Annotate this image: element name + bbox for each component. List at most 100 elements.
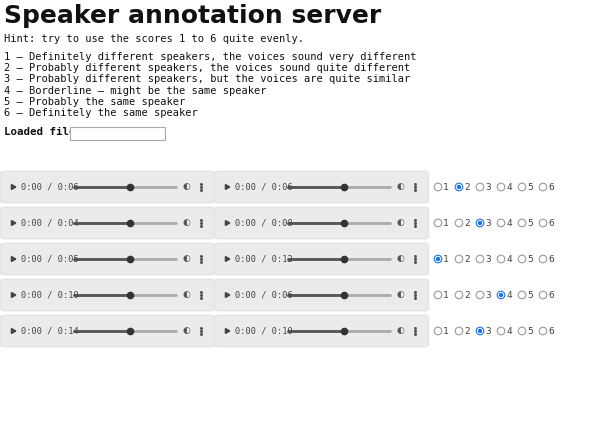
Text: 0:00 / 0:06: 0:00 / 0:06 xyxy=(235,290,293,299)
Text: 2: 2 xyxy=(465,219,470,228)
Text: 6 – Definitely the same speaker: 6 – Definitely the same speaker xyxy=(4,108,198,118)
Text: 1: 1 xyxy=(443,327,449,336)
Polygon shape xyxy=(226,329,230,334)
Circle shape xyxy=(497,327,505,335)
Text: 3: 3 xyxy=(485,182,491,191)
FancyBboxPatch shape xyxy=(214,243,429,275)
Polygon shape xyxy=(11,292,16,298)
Text: ◐: ◐ xyxy=(182,327,190,336)
Text: Hint: try to use the scores 1 to 6 quite evenly.: Hint: try to use the scores 1 to 6 quite… xyxy=(4,34,304,44)
Circle shape xyxy=(539,327,547,335)
Text: 0:00 / 0:04: 0:00 / 0:04 xyxy=(21,219,79,228)
Circle shape xyxy=(539,219,547,227)
Text: 6: 6 xyxy=(548,254,554,264)
Text: 3: 3 xyxy=(485,290,491,299)
Text: 1: 1 xyxy=(443,182,449,191)
Circle shape xyxy=(539,255,547,263)
Polygon shape xyxy=(11,329,16,334)
FancyBboxPatch shape xyxy=(70,127,165,140)
Text: 3: 3 xyxy=(485,254,491,264)
Text: 6: 6 xyxy=(548,290,554,299)
Text: ◐: ◐ xyxy=(182,219,190,228)
Text: 4 – Borderline – might be the same speaker: 4 – Borderline – might be the same speak… xyxy=(4,86,267,95)
Text: 3: 3 xyxy=(485,327,491,336)
Circle shape xyxy=(476,255,484,263)
Text: 3: 3 xyxy=(485,219,491,228)
Text: ◐: ◐ xyxy=(396,219,404,228)
Text: 0:00 / 0:14: 0:00 / 0:14 xyxy=(21,327,79,336)
Circle shape xyxy=(434,219,442,227)
Text: 0:00 / 0:10: 0:00 / 0:10 xyxy=(21,290,79,299)
FancyBboxPatch shape xyxy=(214,315,429,347)
Circle shape xyxy=(455,255,463,263)
Text: ◐: ◐ xyxy=(396,327,404,336)
Text: 6: 6 xyxy=(548,182,554,191)
Text: 2: 2 xyxy=(465,182,470,191)
Text: 4: 4 xyxy=(506,327,512,336)
Circle shape xyxy=(434,291,442,299)
Text: 1: 1 xyxy=(443,290,449,299)
Text: 2: 2 xyxy=(465,254,470,264)
Text: 2: 2 xyxy=(465,327,470,336)
FancyBboxPatch shape xyxy=(0,171,215,203)
Text: ◐: ◐ xyxy=(396,254,404,264)
Circle shape xyxy=(434,327,442,335)
Circle shape xyxy=(436,257,440,261)
FancyBboxPatch shape xyxy=(214,171,429,203)
Polygon shape xyxy=(226,292,230,298)
Circle shape xyxy=(497,255,505,263)
Circle shape xyxy=(476,183,484,191)
Circle shape xyxy=(455,219,463,227)
FancyBboxPatch shape xyxy=(214,279,429,311)
Circle shape xyxy=(539,291,547,299)
Circle shape xyxy=(497,183,505,191)
FancyBboxPatch shape xyxy=(0,279,215,311)
Text: 2: 2 xyxy=(465,290,470,299)
Text: 4: 4 xyxy=(506,219,512,228)
Circle shape xyxy=(518,327,526,335)
Text: 5: 5 xyxy=(527,182,533,191)
Circle shape xyxy=(434,255,442,263)
Polygon shape xyxy=(226,221,230,226)
Polygon shape xyxy=(11,257,16,261)
Text: 5: 5 xyxy=(527,290,533,299)
Circle shape xyxy=(518,255,526,263)
Text: 6: 6 xyxy=(548,327,554,336)
Text: Loaded file:: Loaded file: xyxy=(4,127,82,137)
Text: 5: 5 xyxy=(527,327,533,336)
Circle shape xyxy=(478,221,482,225)
Text: ◐: ◐ xyxy=(396,290,404,299)
Circle shape xyxy=(455,291,463,299)
Circle shape xyxy=(478,329,482,333)
Text: ◐: ◐ xyxy=(182,290,190,299)
FancyBboxPatch shape xyxy=(0,207,215,239)
Circle shape xyxy=(518,291,526,299)
Text: Speaker annotation server: Speaker annotation server xyxy=(4,4,381,28)
Circle shape xyxy=(455,327,463,335)
Text: 0:00 / 0:12: 0:00 / 0:12 xyxy=(235,254,293,264)
FancyBboxPatch shape xyxy=(214,207,429,239)
Circle shape xyxy=(455,183,463,191)
Text: 4: 4 xyxy=(506,182,512,191)
FancyBboxPatch shape xyxy=(0,243,215,275)
Circle shape xyxy=(497,219,505,227)
Circle shape xyxy=(457,185,461,189)
Text: 5 – Probably the same speaker: 5 – Probably the same speaker xyxy=(4,97,185,107)
Circle shape xyxy=(539,183,547,191)
Text: 4: 4 xyxy=(506,290,512,299)
Text: 0:00 / 0:06: 0:00 / 0:06 xyxy=(21,182,79,191)
Circle shape xyxy=(476,219,484,227)
Text: ◐: ◐ xyxy=(396,182,404,191)
Text: 0:00 / 0:08: 0:00 / 0:08 xyxy=(235,219,293,228)
Circle shape xyxy=(518,219,526,227)
Text: 6: 6 xyxy=(548,219,554,228)
Text: 5: 5 xyxy=(527,254,533,264)
Text: 1 – Definitely different speakers, the voices sound very different: 1 – Definitely different speakers, the v… xyxy=(4,52,416,62)
Circle shape xyxy=(497,291,505,299)
Circle shape xyxy=(476,291,484,299)
Text: 0:00 / 0:05: 0:00 / 0:05 xyxy=(21,254,79,264)
Text: ◐: ◐ xyxy=(182,254,190,264)
Circle shape xyxy=(518,183,526,191)
Polygon shape xyxy=(11,184,16,190)
Text: ◐: ◐ xyxy=(182,182,190,191)
